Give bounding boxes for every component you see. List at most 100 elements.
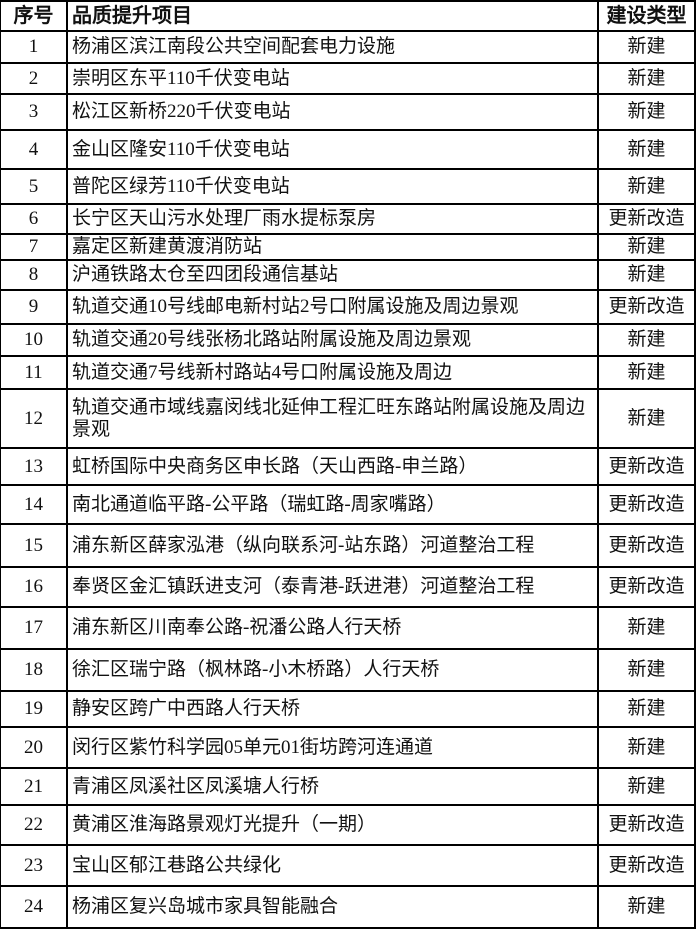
construction-type: 新建 bbox=[597, 648, 696, 692]
row-number: 4 bbox=[0, 129, 68, 170]
project-name: 轨道交通10号线邮电新村站2号口附属设施及周边景观 bbox=[66, 289, 599, 325]
table-row: 5 普陀区绿芳110千伏变电站 新建 bbox=[0, 168, 696, 205]
table-row: 12 轨道交通市域线嘉闵线北延伸工程汇旺东路站附属设施及周边景观 新建 bbox=[0, 388, 696, 449]
row-number: 23 bbox=[0, 844, 68, 887]
project-name: 嘉定区新建黄渡消防站 bbox=[66, 233, 599, 261]
row-number: 19 bbox=[0, 690, 68, 728]
table-row: 23 宝山区郁江巷路公共绿化 更新改造 bbox=[0, 844, 696, 887]
project-name: 崇明区东平110千伏变电站 bbox=[66, 62, 599, 95]
project-name: 杨浦区复兴岛城市家具智能融合 bbox=[66, 885, 599, 929]
row-number: 8 bbox=[0, 259, 68, 291]
project-name: 长宁区天山污水处理厂雨水提标泵房 bbox=[66, 203, 599, 235]
table-row: 14 南北通道临平路-公平路（瑞虹路-周家嘴路） 更新改造 bbox=[0, 484, 696, 525]
project-name: 沪通铁路太仓至四团段通信基站 bbox=[66, 259, 599, 291]
project-name: 轨道交通市域线嘉闵线北延伸工程汇旺东路站附属设施及周边景观 bbox=[66, 388, 599, 449]
construction-type: 更新改造 bbox=[597, 804, 696, 846]
project-name: 杨浦区滨江南段公共空间配套电力设施 bbox=[66, 30, 599, 64]
table-row: 19 静安区跨广中西路人行天桥 新建 bbox=[0, 690, 696, 728]
row-number: 13 bbox=[0, 447, 68, 486]
table-row: 20 闵行区紫竹科学园05单元01街坊跨河连通道 新建 bbox=[0, 726, 696, 769]
table-row: 10 轨道交通20号线张杨北路站附属设施及周边景观 新建 bbox=[0, 323, 696, 357]
row-number: 5 bbox=[0, 168, 68, 205]
project-name: 普陀区绿芳110千伏变电站 bbox=[66, 168, 599, 205]
row-number: 16 bbox=[0, 566, 68, 608]
project-name: 南北通道临平路-公平路（瑞虹路-周家嘴路） bbox=[66, 484, 599, 525]
table-row: 15 浦东新区薛家泓港（纵向联系河-站东路）河道整治工程 更新改造 bbox=[0, 523, 696, 568]
row-number: 3 bbox=[0, 93, 68, 131]
construction-type: 新建 bbox=[597, 168, 696, 205]
construction-type: 新建 bbox=[597, 726, 696, 769]
row-number: 15 bbox=[0, 523, 68, 568]
table-row: 6 长宁区天山污水处理厂雨水提标泵房 更新改造 bbox=[0, 203, 696, 235]
table-row: 18 徐汇区瑞宁路（枫林路-小木桥路）人行天桥 新建 bbox=[0, 648, 696, 692]
construction-type: 更新改造 bbox=[597, 523, 696, 568]
header-type: 建设类型 bbox=[597, 0, 696, 32]
table-row: 3 松江区新桥220千伏变电站 新建 bbox=[0, 93, 696, 131]
table-row: 7 嘉定区新建黄渡消防站 新建 bbox=[0, 233, 696, 261]
row-number: 14 bbox=[0, 484, 68, 525]
construction-type: 新建 bbox=[597, 323, 696, 357]
table-row: 2 崇明区东平110千伏变电站 新建 bbox=[0, 62, 696, 95]
project-name: 奉贤区金汇镇跃进支河（泰青港-跃进港）河道整治工程 bbox=[66, 566, 599, 608]
construction-type: 新建 bbox=[597, 885, 696, 929]
table-row: 16 奉贤区金汇镇跃进支河（泰青港-跃进港）河道整治工程 更新改造 bbox=[0, 566, 696, 608]
construction-type: 新建 bbox=[597, 767, 696, 806]
construction-type: 更新改造 bbox=[597, 844, 696, 887]
row-number: 21 bbox=[0, 767, 68, 806]
project-name: 黄浦区淮海路景观灯光提升（一期） bbox=[66, 804, 599, 846]
project-name: 轨道交通20号线张杨北路站附属设施及周边景观 bbox=[66, 323, 599, 357]
table-row: 4 金山区隆安110千伏变电站 新建 bbox=[0, 129, 696, 170]
row-number: 1 bbox=[0, 30, 68, 64]
row-number: 12 bbox=[0, 388, 68, 449]
construction-type: 更新改造 bbox=[597, 566, 696, 608]
project-name: 浦东新区川南奉公路-祝潘公路人行天桥 bbox=[66, 606, 599, 650]
construction-type: 新建 bbox=[597, 93, 696, 131]
construction-type: 更新改造 bbox=[597, 289, 696, 325]
row-number: 9 bbox=[0, 289, 68, 325]
row-number: 2 bbox=[0, 62, 68, 95]
construction-type: 新建 bbox=[597, 233, 696, 261]
header-row: 序号 品质提升项目 建设类型 bbox=[0, 0, 696, 32]
construction-type: 新建 bbox=[597, 690, 696, 728]
project-name: 青浦区凤溪社区凤溪塘人行桥 bbox=[66, 767, 599, 806]
table-row: 11 轨道交通7号线新村路站4号口附属设施及周边 新建 bbox=[0, 355, 696, 390]
project-name: 静安区跨广中西路人行天桥 bbox=[66, 690, 599, 728]
table-row: 9 轨道交通10号线邮电新村站2号口附属设施及周边景观 更新改造 bbox=[0, 289, 696, 325]
header-project: 品质提升项目 bbox=[66, 0, 599, 32]
construction-type: 新建 bbox=[597, 62, 696, 95]
construction-type: 新建 bbox=[597, 388, 696, 449]
project-name: 虹桥国际中央商务区申长路（天山西路-申兰路） bbox=[66, 447, 599, 486]
table-row: 21 青浦区凤溪社区凤溪塘人行桥 新建 bbox=[0, 767, 696, 806]
construction-type: 新建 bbox=[597, 129, 696, 170]
row-number: 11 bbox=[0, 355, 68, 390]
table-row: 8 沪通铁路太仓至四团段通信基站 新建 bbox=[0, 259, 696, 291]
project-name: 闵行区紫竹科学园05单元01街坊跨河连通道 bbox=[66, 726, 599, 769]
construction-type: 新建 bbox=[597, 606, 696, 650]
construction-type: 新建 bbox=[597, 355, 696, 390]
row-number: 24 bbox=[0, 885, 68, 929]
table-row: 17 浦东新区川南奉公路-祝潘公路人行天桥 新建 bbox=[0, 606, 696, 650]
project-name: 宝山区郁江巷路公共绿化 bbox=[66, 844, 599, 887]
table-row: 24 杨浦区复兴岛城市家具智能融合 新建 bbox=[0, 885, 696, 929]
construction-type: 更新改造 bbox=[597, 447, 696, 486]
project-name: 徐汇区瑞宁路（枫林路-小木桥路）人行天桥 bbox=[66, 648, 599, 692]
project-name: 轨道交通7号线新村路站4号口附属设施及周边 bbox=[66, 355, 599, 390]
project-name: 松江区新桥220千伏变电站 bbox=[66, 93, 599, 131]
row-number: 6 bbox=[0, 203, 68, 235]
row-number: 17 bbox=[0, 606, 68, 650]
project-name: 浦东新区薛家泓港（纵向联系河-站东路）河道整治工程 bbox=[66, 523, 599, 568]
row-number: 22 bbox=[0, 804, 68, 846]
row-number: 10 bbox=[0, 323, 68, 357]
row-number: 20 bbox=[0, 726, 68, 769]
table-row: 1 杨浦区滨江南段公共空间配套电力设施 新建 bbox=[0, 30, 696, 64]
table-row: 13 虹桥国际中央商务区申长路（天山西路-申兰路） 更新改造 bbox=[0, 447, 696, 486]
header-number: 序号 bbox=[0, 0, 68, 32]
construction-type: 新建 bbox=[597, 259, 696, 291]
row-number: 7 bbox=[0, 233, 68, 261]
construction-type: 更新改造 bbox=[597, 203, 696, 235]
row-number: 18 bbox=[0, 648, 68, 692]
project-name: 金山区隆安110千伏变电站 bbox=[66, 129, 599, 170]
construction-type: 更新改造 bbox=[597, 484, 696, 525]
construction-type: 新建 bbox=[597, 30, 696, 64]
